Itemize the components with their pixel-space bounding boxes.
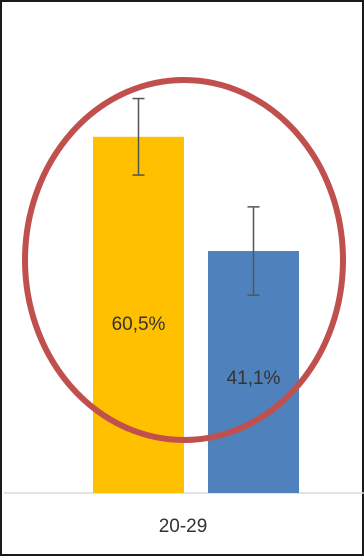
error-bar-series-2: [247, 206, 260, 296]
x-tick-label: 20-29: [159, 516, 208, 537]
highlight-circle: [22, 77, 346, 443]
error-bar-series-1: [132, 97, 145, 176]
data-label-series-1: 60,5%: [112, 314, 166, 335]
data-label-series-2: 41,1%: [227, 368, 281, 389]
